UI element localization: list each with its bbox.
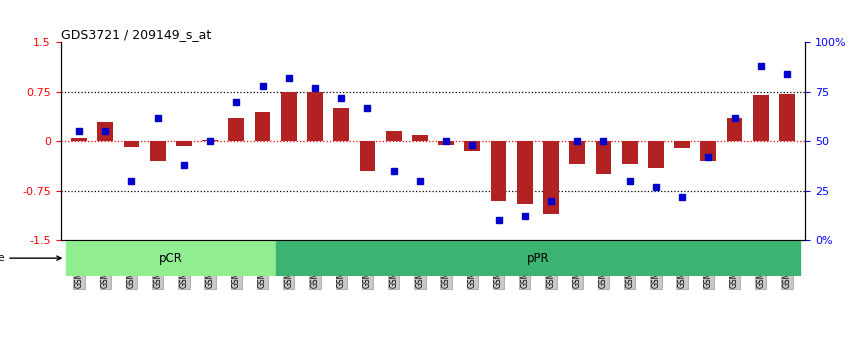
Bar [779, 94, 795, 141]
Text: ■: ■ [113, 247, 123, 257]
Text: GDS3721 / 209149_s_at: GDS3721 / 209149_s_at [61, 28, 210, 41]
Text: percentile rank within the sample: percentile rank within the sample [132, 255, 307, 265]
Text: pCR: pCR [158, 252, 183, 265]
Bar [124, 141, 139, 147]
Text: pPR: pPR [527, 252, 549, 265]
Bar [203, 140, 218, 141]
Bar [307, 92, 323, 141]
Bar [385, 131, 402, 141]
Bar [176, 141, 191, 146]
Bar [66, 240, 275, 276]
Bar [464, 141, 481, 151]
Bar [596, 141, 611, 174]
Bar [727, 118, 742, 141]
Bar [255, 112, 270, 141]
Bar [150, 141, 165, 161]
Bar [281, 92, 297, 141]
Bar [622, 141, 637, 164]
Bar [569, 141, 585, 164]
Bar [71, 138, 87, 141]
Bar [333, 108, 349, 141]
Text: ■: ■ [113, 255, 123, 265]
Bar [543, 141, 559, 214]
Bar [701, 141, 716, 161]
Bar [275, 240, 800, 276]
Bar [359, 141, 375, 171]
Bar [229, 118, 244, 141]
Text: transformed count: transformed count [132, 247, 229, 257]
Bar [438, 141, 454, 145]
Bar [97, 121, 113, 141]
Bar [412, 135, 428, 141]
Bar [491, 141, 507, 201]
Bar [753, 95, 769, 141]
Bar [517, 141, 533, 204]
Text: disease state: disease state [0, 253, 61, 263]
Bar [675, 141, 690, 148]
Bar [648, 141, 663, 168]
